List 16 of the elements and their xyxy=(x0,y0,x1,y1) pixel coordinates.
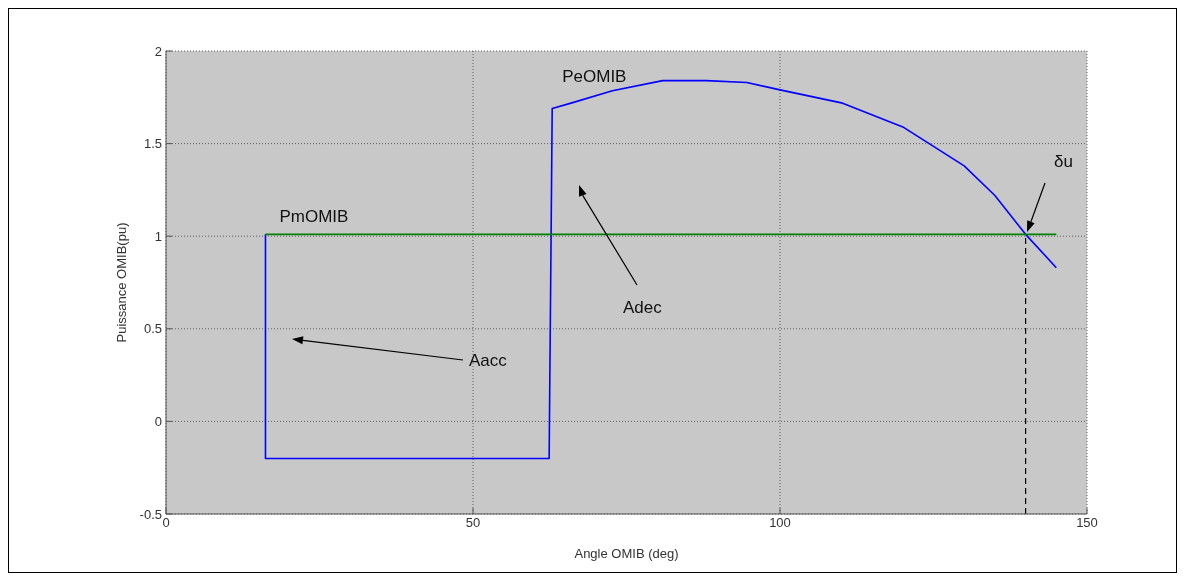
x-tick-label: 100 xyxy=(769,515,791,531)
x-tick-label: 50 xyxy=(465,515,481,531)
y-tick-label: 0 xyxy=(154,414,162,430)
y-axis-title: Puissance OMIB(pu) xyxy=(113,222,129,343)
x-axis-title: Angle OMIB (deg) xyxy=(574,546,679,561)
y-tick-label: 2 xyxy=(154,43,162,59)
y-tick-label: 1.5 xyxy=(143,136,162,152)
series-label: PeOMIB xyxy=(562,67,627,87)
annotation: Adec xyxy=(623,298,663,317)
annotation: δu xyxy=(1054,152,1073,171)
y-tick-label: 0.5 xyxy=(143,321,162,337)
y-tick-label: 1 xyxy=(154,228,162,244)
series-label: PmOMIB xyxy=(279,207,349,227)
x-tick-label: 150 xyxy=(1076,515,1098,531)
y-tick-label: -0.5 xyxy=(139,506,162,522)
annotation: Aacc xyxy=(469,351,508,370)
